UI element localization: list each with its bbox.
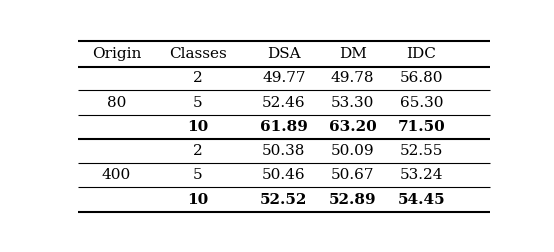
Text: 52.46: 52.46	[262, 96, 306, 110]
Text: Classes: Classes	[169, 47, 227, 61]
Text: 50.09: 50.09	[331, 144, 375, 158]
Text: 49.78: 49.78	[331, 71, 375, 85]
Text: 2: 2	[193, 71, 203, 85]
Text: DM: DM	[338, 47, 367, 61]
Text: 63.20: 63.20	[329, 120, 377, 134]
Text: 49.77: 49.77	[262, 71, 306, 85]
Text: 65.30: 65.30	[399, 96, 443, 110]
Text: 52.89: 52.89	[329, 193, 376, 207]
Text: 71.50: 71.50	[397, 120, 445, 134]
Text: Origin: Origin	[92, 47, 141, 61]
Text: 53.30: 53.30	[331, 96, 375, 110]
Text: 56.80: 56.80	[399, 71, 443, 85]
Text: 5: 5	[193, 168, 203, 182]
Text: 50.46: 50.46	[262, 168, 306, 182]
Text: IDC: IDC	[407, 47, 436, 61]
Text: 54.45: 54.45	[398, 193, 445, 207]
Text: DSA: DSA	[267, 47, 301, 61]
Text: 61.89: 61.89	[260, 120, 308, 134]
Text: 52.52: 52.52	[260, 193, 307, 207]
Text: 400: 400	[102, 168, 131, 182]
Text: 5: 5	[193, 96, 203, 110]
Text: 50.67: 50.67	[331, 168, 375, 182]
Text: 10: 10	[187, 120, 209, 134]
Text: 53.24: 53.24	[399, 168, 443, 182]
Text: 52.55: 52.55	[399, 144, 443, 158]
Text: 2: 2	[193, 144, 203, 158]
Text: 80: 80	[107, 96, 126, 110]
Text: 10: 10	[187, 193, 209, 207]
Text: 50.38: 50.38	[262, 144, 306, 158]
